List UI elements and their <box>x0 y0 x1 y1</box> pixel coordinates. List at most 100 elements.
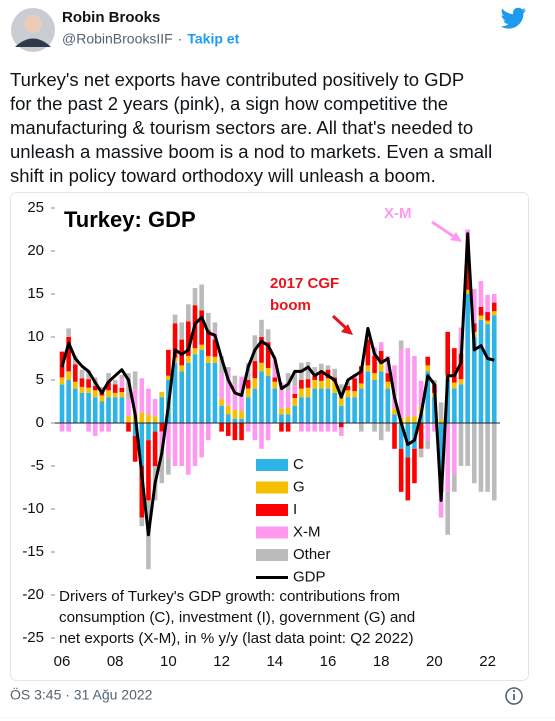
bar-segment <box>245 380 251 389</box>
bar-segment <box>352 378 357 392</box>
tweet-text-line: for the past 2 years (pink), a sign how … <box>10 93 448 114</box>
bar-segment <box>186 362 191 423</box>
bar-segment <box>325 423 331 432</box>
bar-segment <box>126 398 131 417</box>
bar-segment <box>232 423 238 441</box>
bar-segment <box>99 386 105 392</box>
chart-title: Turkey: GDP <box>64 207 196 232</box>
bar-segment <box>172 423 178 466</box>
bar-segment <box>206 355 211 363</box>
bar-segment <box>478 423 484 492</box>
bar-segment <box>146 414 151 423</box>
info-icon[interactable] <box>505 687 523 705</box>
bar-segment <box>199 310 204 345</box>
bar-segment <box>106 423 111 432</box>
author-name[interactable]: Robin Brooks <box>62 9 160 26</box>
bar-segment <box>312 375 317 380</box>
bar-segment <box>292 393 298 399</box>
bar-segment <box>119 379 125 388</box>
y-tick-label: 5 <box>36 371 44 388</box>
x-tick-label: 16 <box>320 653 337 670</box>
bar-segment <box>59 423 65 432</box>
bar-segment <box>299 380 304 389</box>
bar-segment <box>265 423 271 441</box>
legend-swatch <box>256 481 288 494</box>
bar-segment <box>438 402 444 420</box>
tweet-text-line: manufacturing & tourism sectors are. All… <box>10 117 473 138</box>
bar-segment <box>139 423 145 466</box>
bar-segment <box>472 423 477 484</box>
gdp-line <box>60 232 495 537</box>
bar-segment <box>59 384 65 423</box>
bar-segment <box>418 380 424 407</box>
bar-segment <box>119 397 125 423</box>
bar-segment <box>279 382 284 409</box>
bar-segment <box>325 365 331 370</box>
bar-segment <box>485 324 490 423</box>
bar-segment <box>219 373 224 399</box>
bar-segment <box>132 435 138 462</box>
tweet-text-line: shift in policy toward orthodoxy will un… <box>10 165 436 186</box>
bar-segment <box>166 423 171 458</box>
bar-segment <box>86 379 91 388</box>
bar-segment <box>358 366 364 384</box>
bar-segment <box>385 381 391 389</box>
bar-segment <box>365 339 371 366</box>
arrow-head <box>450 232 462 242</box>
bar-segment <box>412 416 417 423</box>
bar-segment <box>199 349 204 423</box>
bar-segment <box>186 423 191 475</box>
bar-segment <box>206 330 211 356</box>
follow-button[interactable]: Takip et <box>187 31 239 47</box>
twitter-logo[interactable] <box>500 7 526 29</box>
caption: Drivers of Turkey's GDP growth: contribu… <box>59 588 400 605</box>
bar-segment <box>212 339 218 357</box>
bar-segment <box>312 423 317 432</box>
x-tick-label: 22 <box>479 653 496 670</box>
bar-segment <box>225 367 231 372</box>
bar-segment <box>438 423 444 475</box>
bar-segment <box>438 419 444 423</box>
bar-segment <box>239 410 244 419</box>
bar-segment <box>478 281 484 307</box>
avatar-face <box>24 15 42 33</box>
bar-segment <box>86 392 91 423</box>
bar-segment <box>285 414 291 423</box>
bar-segment <box>425 371 431 423</box>
bar-segment <box>186 355 191 363</box>
caption: consumption (C), investment (I), governm… <box>59 609 415 626</box>
bar-segment <box>339 427 344 436</box>
bar-segment <box>472 288 477 324</box>
bar-segment <box>378 342 384 351</box>
timestamp[interactable]: ÖS 3:45 · 31 Ağu 2022 <box>10 686 153 703</box>
bar-segment <box>146 388 151 415</box>
bar-segment <box>425 365 431 372</box>
bar-segment <box>305 423 311 432</box>
bar-segment <box>259 423 264 449</box>
bar-segment <box>199 423 204 458</box>
y-tick-label: -10 <box>22 500 44 517</box>
bar-segment <box>186 304 191 322</box>
y-tick-label: 0 <box>36 414 44 431</box>
bar-segment <box>319 423 324 432</box>
bar-segment <box>132 388 138 415</box>
bar-segment <box>319 380 324 389</box>
bar-segment <box>112 397 118 423</box>
bar-segment <box>319 372 324 381</box>
bar-segment <box>378 363 384 372</box>
bar-segment <box>179 365 184 372</box>
bar-segment <box>385 388 391 423</box>
bar-segment <box>252 388 258 423</box>
bar-segment <box>166 457 171 475</box>
bar-segment <box>265 329 271 343</box>
bar-segment <box>412 355 417 417</box>
bar-segment <box>332 423 337 432</box>
tweet-text-line: Turkey's net exports have contributed po… <box>10 69 464 90</box>
bar-segment <box>458 379 464 385</box>
bar-segment <box>126 416 131 423</box>
bar-segment <box>106 390 111 398</box>
bar-segment <box>245 388 251 398</box>
bar-segment <box>152 416 158 423</box>
handle[interactable]: @RobinBrooksIIF <box>62 31 173 47</box>
